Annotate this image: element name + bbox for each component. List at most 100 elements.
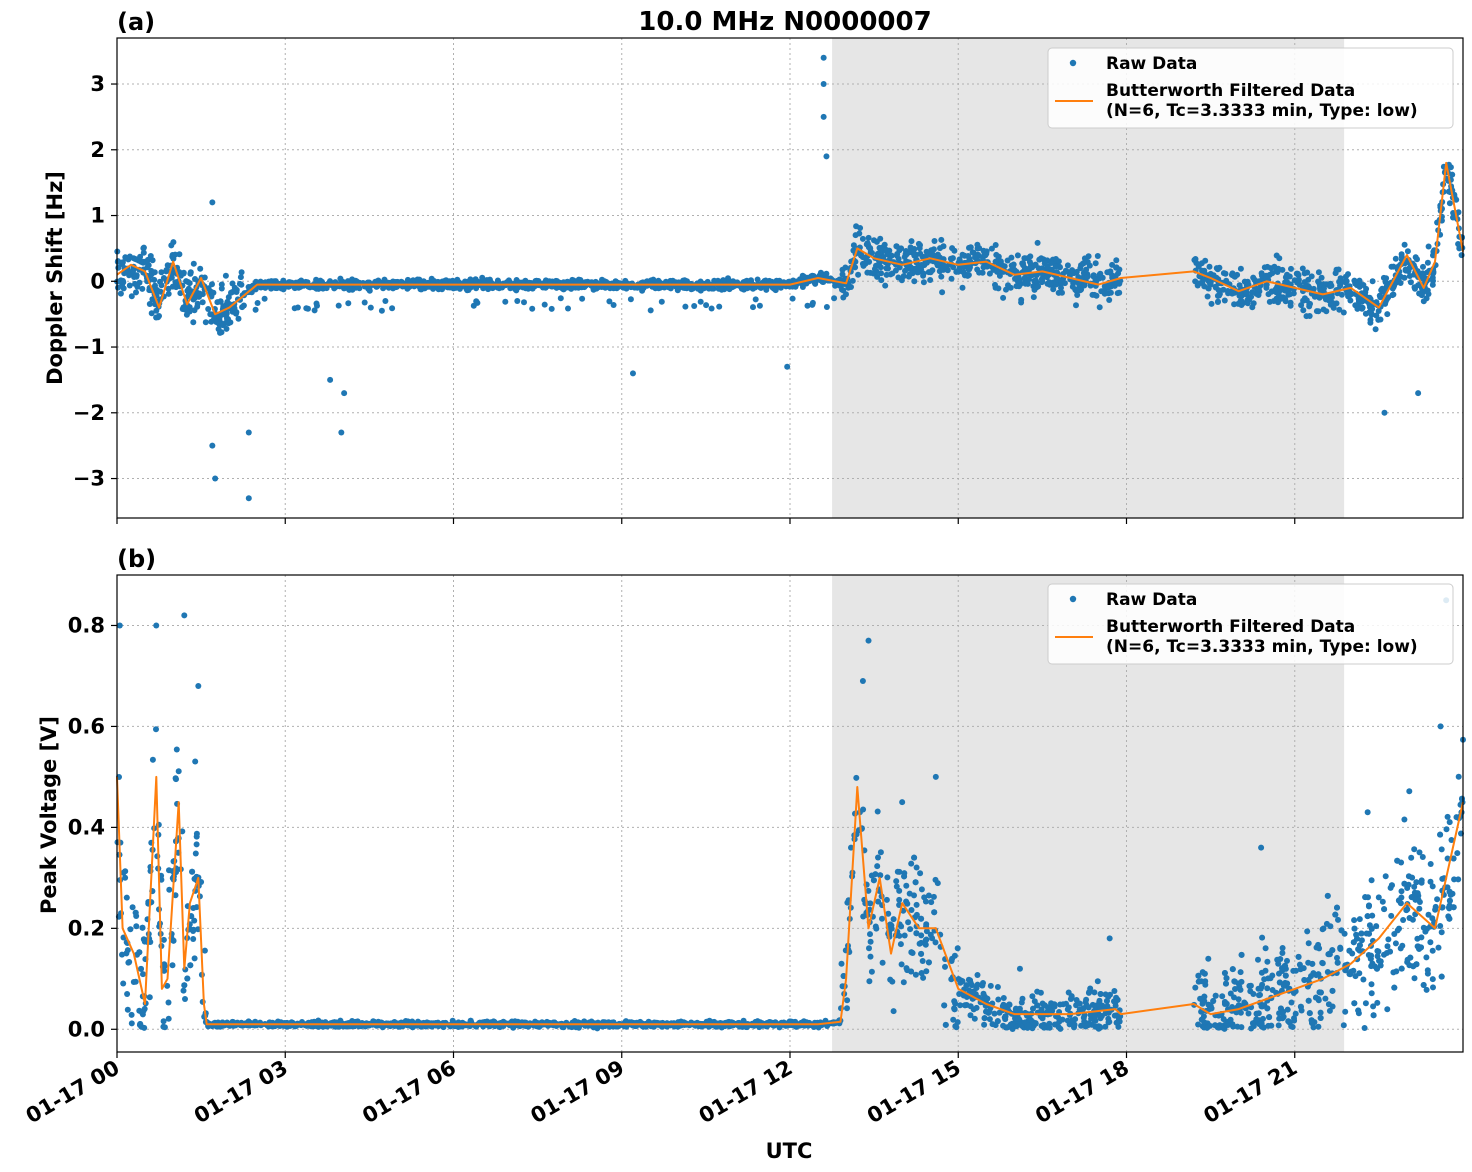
raw-data-point: [627, 296, 634, 303]
raw-data-point: [1455, 241, 1462, 247]
raw-data-point: [1235, 996, 1242, 1003]
raw-data-point: [1448, 837, 1455, 843]
raw-data-point: [867, 900, 874, 907]
raw-data-point: [153, 726, 159, 733]
raw-data-point: [561, 285, 568, 292]
raw-data-point: [169, 252, 176, 258]
raw-data-point: [1255, 285, 1262, 292]
raw-data-point: [137, 253, 144, 260]
raw-data-point: [752, 296, 759, 303]
raw-data-point: [942, 263, 948, 270]
raw-data-point: [261, 295, 268, 302]
raw-data-point: [1221, 297, 1228, 304]
raw-data-point: [303, 305, 310, 312]
raw-data-point: [1052, 263, 1059, 270]
raw-data-point: [898, 961, 905, 968]
raw-data-point: [214, 299, 221, 306]
raw-data-point: [1253, 1010, 1260, 1017]
raw-data-point: [1380, 274, 1387, 281]
raw-data-point: [1455, 876, 1462, 883]
raw-data-point: [974, 241, 981, 248]
raw-data-point: [160, 936, 167, 943]
raw-data-point: [898, 245, 905, 252]
raw-data-point: [238, 281, 245, 288]
raw-data-point: [1212, 1022, 1219, 1029]
raw-data-point: [205, 285, 212, 292]
raw-data-point: [191, 917, 198, 924]
raw-data-point: [1105, 290, 1112, 297]
raw-data-point: [1354, 935, 1360, 942]
raw-data-point: [952, 1023, 959, 1030]
raw-data-point: [1315, 278, 1322, 285]
raw-data-point: [1103, 998, 1110, 1004]
raw-data-point: [1317, 989, 1324, 996]
raw-data-point: [1308, 1017, 1315, 1024]
raw-data-point: [1395, 897, 1402, 904]
raw-data-point: [1281, 963, 1288, 969]
raw-data-point: [182, 306, 188, 313]
raw-data-point: [140, 971, 146, 978]
raw-data-point: [864, 269, 871, 276]
raw-data-point: [1406, 273, 1413, 279]
raw-data-point: [1279, 950, 1286, 956]
raw-data-point: [579, 295, 586, 302]
raw-data-point: [789, 295, 796, 302]
raw-data-point: [1237, 265, 1244, 272]
y-tick-label: −2: [73, 401, 105, 425]
raw-data-point: [367, 304, 374, 311]
raw-data-point: [1038, 1006, 1045, 1013]
raw-data-point: [473, 298, 480, 305]
raw-data-point: [974, 266, 981, 273]
raw-data-point: [1274, 269, 1281, 275]
raw-data-point: [1195, 1021, 1202, 1028]
raw-data-point: [932, 939, 939, 946]
raw-data-point: [141, 938, 148, 945]
raw-data-point: [1384, 311, 1391, 318]
raw-data-point: [197, 265, 204, 272]
raw-data-point: [169, 962, 176, 969]
raw-data-point: [754, 276, 761, 283]
raw-data-point: [941, 1002, 948, 1009]
raw-data-point: [1392, 940, 1399, 947]
raw-data-point: [187, 270, 194, 277]
raw-data-point: [1247, 988, 1254, 995]
raw-data-point: [1255, 956, 1261, 963]
raw-data-point: [1419, 854, 1426, 860]
raw-data-point: [146, 994, 153, 1001]
raw-data-point: [1213, 265, 1220, 272]
raw-data-point: [1446, 888, 1453, 895]
raw-data-point: [1394, 857, 1401, 864]
raw-data-point: [1076, 1000, 1083, 1007]
raw-data-point: [1000, 1003, 1007, 1010]
raw-data-point: [942, 1021, 949, 1028]
raw-data-point: [1348, 968, 1355, 975]
raw-data-point: [855, 271, 862, 278]
raw-data-point: [294, 304, 301, 311]
raw-data-point: [966, 244, 972, 251]
raw-data-point: [1288, 1023, 1295, 1030]
raw-data-point: [695, 285, 702, 292]
raw-data-point: [1073, 302, 1079, 309]
raw-data-point: [1075, 280, 1082, 287]
raw-data-point: [172, 892, 179, 899]
raw-data-point: [1284, 271, 1290, 278]
raw-data-point: [879, 915, 885, 922]
raw-data-point: [1215, 298, 1221, 305]
raw-data-point: [1007, 1021, 1014, 1028]
raw-data-point: [1409, 916, 1416, 923]
raw-data-point: [521, 299, 527, 306]
raw-data-point: [809, 299, 816, 306]
raw-data-point: [314, 302, 320, 309]
raw-data-point: [1373, 312, 1380, 319]
raw-data-point: [948, 275, 955, 282]
raw-data-point: [1278, 295, 1285, 302]
raw-data-point: [1304, 269, 1311, 276]
raw-data-point: [1329, 987, 1336, 994]
raw-data-point: [930, 893, 937, 900]
raw-data-point: [1315, 1023, 1322, 1030]
raw-data-point: [1192, 984, 1199, 991]
raw-data-point: [1299, 265, 1306, 272]
raw-data-point: [1308, 273, 1315, 280]
raw-data-point: [123, 255, 130, 262]
raw-data-point: [1449, 171, 1456, 178]
